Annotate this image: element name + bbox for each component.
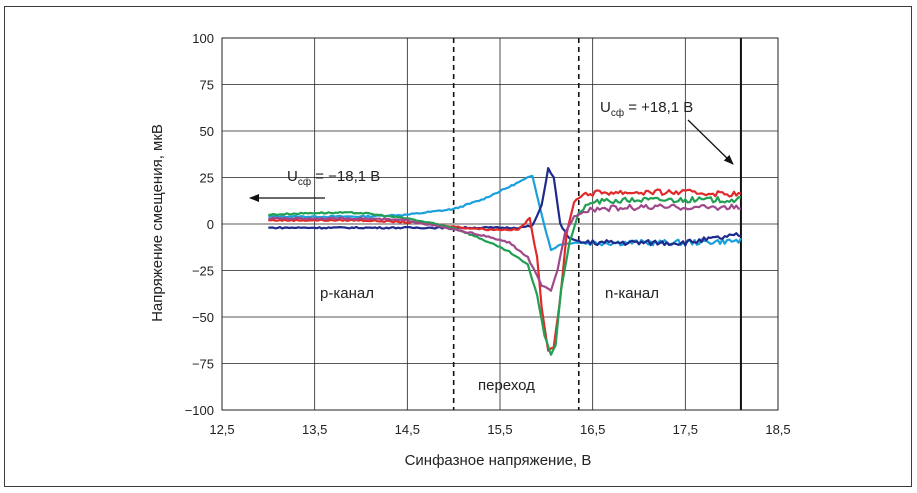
y-tick-label: 75 — [200, 78, 214, 93]
tick-labels: 12,5 13,5 14,5 15,5 16,5 17,5 18,5 100 75 50 25 0 −2… — [185, 31, 791, 437]
x-tick-label: 15,5 — [487, 422, 512, 437]
y-tick-label: −25 — [192, 264, 214, 279]
supply-positive-symbol: U — [600, 99, 611, 116]
series-lines — [268, 167, 742, 356]
x-axis-label: Синфазное напряжение, В — [405, 452, 592, 469]
supply-positive-subscript: сф — [611, 107, 624, 119]
y-tick-label: 50 — [200, 124, 214, 139]
supply-negative-subscript: сф — [298, 176, 311, 188]
series-line — [268, 203, 741, 292]
y-axis-label: Напряжение смещения, мкВ — [149, 124, 166, 322]
chart-frame — [4, 6, 912, 487]
x-tick-label: 13,5 — [302, 422, 327, 437]
supply-negative-symbol: U — [287, 168, 298, 185]
y-tick-label: 0 — [207, 217, 214, 232]
y-tick-label: −50 — [192, 310, 214, 325]
annotations: p-канал n-канал переход Uсф = −18,1 В Uс… — [249, 99, 734, 394]
x-tick-label: 12,5 — [209, 422, 234, 437]
supply-positive-value: = +18,1 В — [624, 99, 693, 116]
supply-positive-arrow — [687, 119, 734, 165]
x-tick-label: 14,5 — [395, 422, 420, 437]
region-boundaries — [452, 38, 742, 410]
grid — [221, 37, 779, 411]
p-channel-label: p-канал — [320, 285, 374, 302]
series-line — [268, 196, 741, 356]
x-tick-label: 17,5 — [673, 422, 698, 437]
series-line — [268, 188, 742, 352]
y-tick-label: −100 — [185, 403, 214, 418]
y-tick-label: −75 — [192, 357, 214, 372]
supply-negative-value: = −18,1 В — [311, 168, 380, 185]
y-tick-label: 100 — [192, 31, 214, 46]
plot-area — [221, 37, 779, 411]
x-tick-label: 16,5 — [580, 422, 605, 437]
y-tick-label: 25 — [200, 171, 214, 186]
transition-label: переход — [478, 377, 535, 394]
supply-positive-label: Uсф = +18,1 В — [600, 99, 693, 119]
x-tick-label: 18,5 — [765, 422, 790, 437]
n-channel-label: n-канал — [605, 285, 659, 302]
supply-negative-label: Uсф = −18,1 В — [287, 168, 380, 188]
